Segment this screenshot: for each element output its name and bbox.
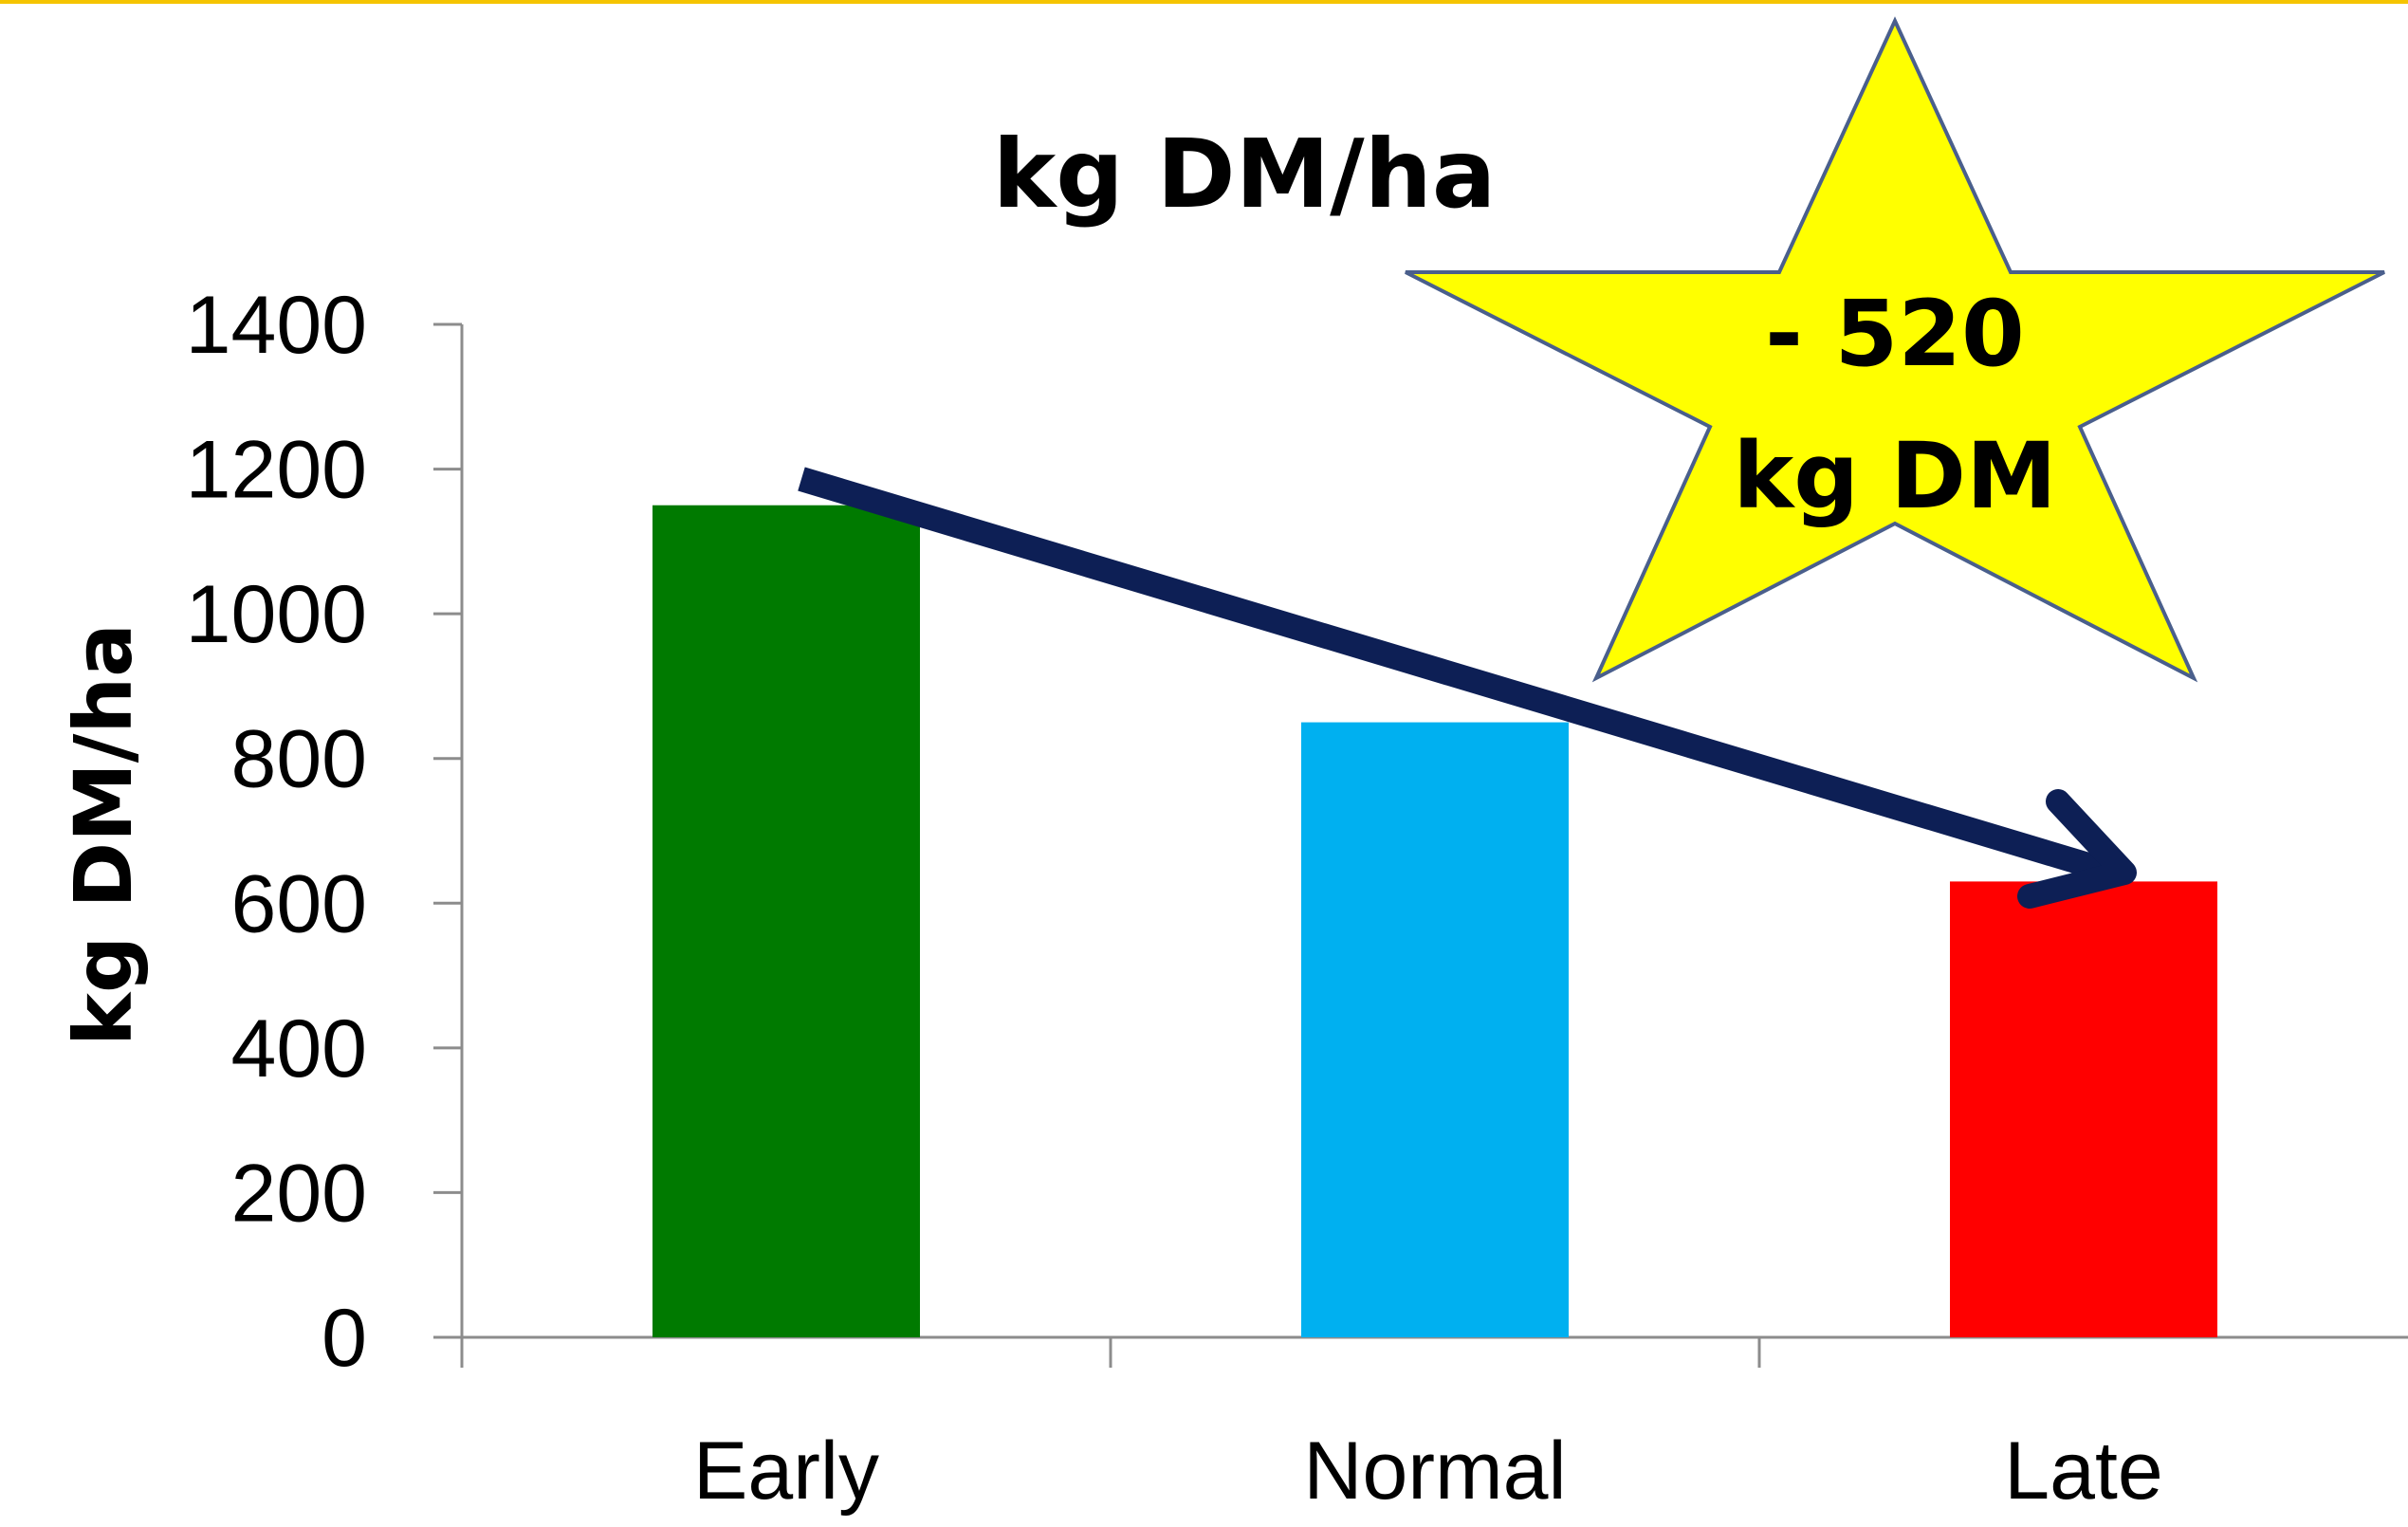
trend-arrow bbox=[798, 467, 2137, 909]
star-annotation-value: - 520 bbox=[1765, 281, 2025, 387]
category-label-normal: Normal bbox=[1303, 1426, 1566, 1517]
y-tick-label: 1200 bbox=[186, 425, 367, 516]
x-ticks bbox=[460, 1337, 1761, 1368]
y-axis-label: kg DM/ha bbox=[57, 623, 150, 1046]
category-label-early: Early bbox=[693, 1426, 879, 1517]
bar-late bbox=[1950, 881, 2217, 1337]
y-tick-label: 0 bbox=[322, 1293, 367, 1384]
y-tick-label: 200 bbox=[231, 1148, 368, 1239]
bars bbox=[653, 505, 2217, 1337]
category-label-late: Late bbox=[2004, 1426, 2162, 1517]
trend-arrow-head bbox=[2017, 789, 2137, 909]
y-tick-label: 1400 bbox=[186, 280, 367, 371]
category-labels: Early Normal Late bbox=[693, 1426, 2163, 1517]
star-annotation: - 520 kg DM bbox=[1405, 16, 2385, 683]
y-tick-label: 600 bbox=[231, 858, 368, 949]
y-tick-label: 400 bbox=[231, 1003, 368, 1095]
y-tick-label: 1000 bbox=[186, 569, 367, 660]
y-tick-label: 800 bbox=[231, 714, 368, 805]
top-rule bbox=[0, 0, 2408, 4]
bar-early bbox=[653, 505, 920, 1337]
star-annotation-unit: kg DM bbox=[1733, 423, 2056, 529]
bar-normal bbox=[1301, 722, 1569, 1337]
trend-arrow-shaft bbox=[798, 467, 2123, 887]
chart-title: kg DM/ha bbox=[993, 119, 1497, 230]
star-icon bbox=[1405, 16, 2385, 683]
y-ticks: 0 200 400 600 800 1000 1200 1400 bbox=[186, 280, 462, 1384]
